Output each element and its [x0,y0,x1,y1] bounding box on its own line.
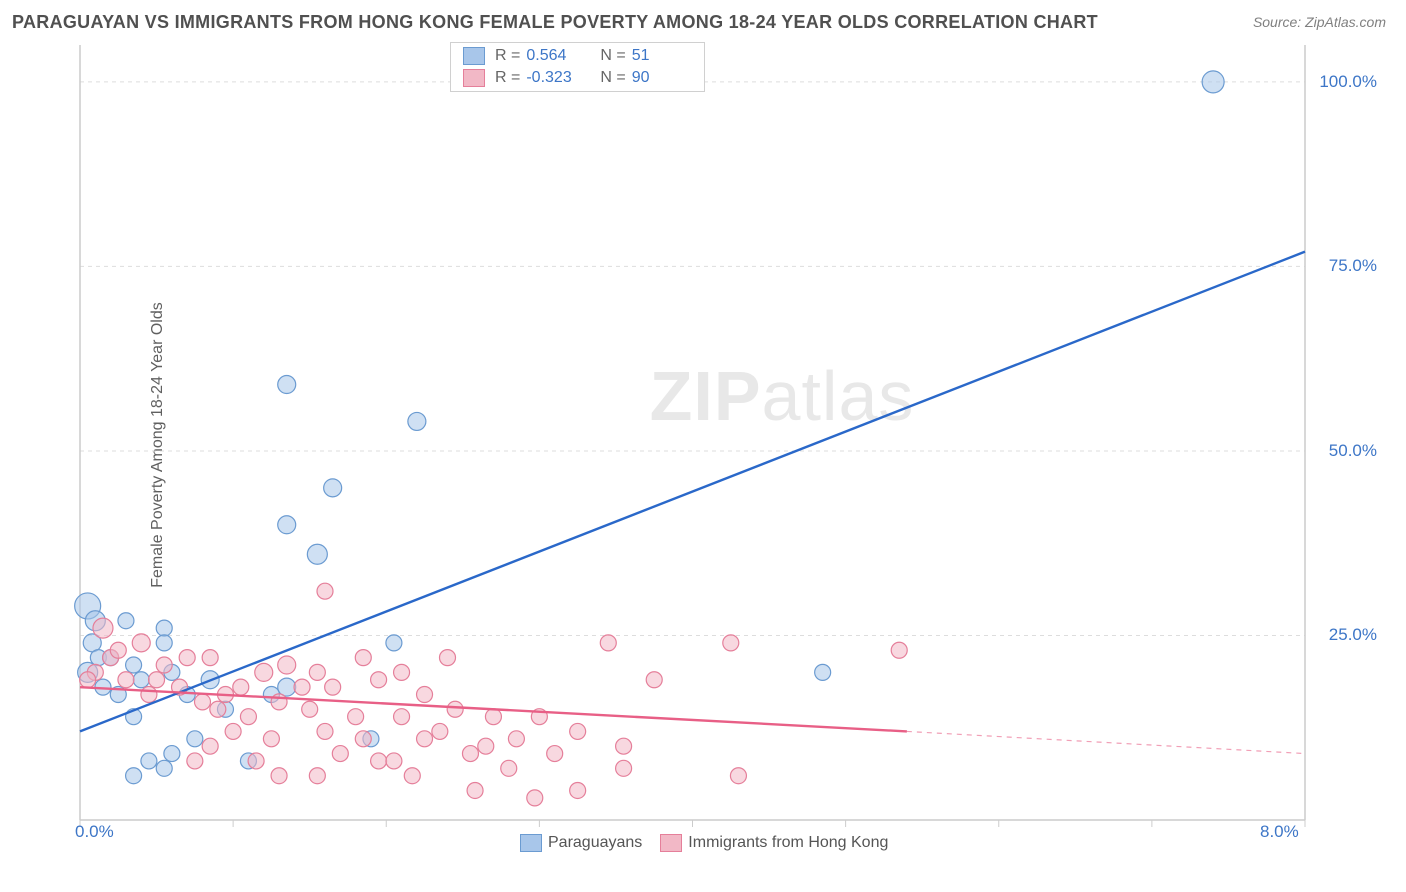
chart-svg [65,40,1385,850]
source-attribution: Source: ZipAtlas.com [1253,14,1386,30]
legend-item-1: Paraguayans [520,834,642,852]
r-label: R = [495,47,520,65]
n-label: N = [600,47,625,65]
legend-item-2: Immigrants from Hong Kong [660,834,888,852]
legend-swatch-2 [660,834,682,852]
n-label: N = [600,69,625,87]
swatch-series-2 [463,69,485,87]
n-value-2: 90 [632,69,692,87]
r-label: R = [495,69,520,87]
correlation-stats-box: R = 0.564 N = 51 R = -0.323 N = 90 [450,42,705,92]
legend-label-2: Immigrants from Hong Kong [688,834,888,851]
r-value-2: -0.323 [526,69,586,87]
stat-row-series-1: R = 0.564 N = 51 [451,45,704,67]
y-tick-label: 50.0% [1329,441,1377,461]
legend-label-1: Paraguayans [548,834,642,851]
swatch-series-1 [463,47,485,65]
plot-container: Female Poverty Among 18-24 Year Olds ZIP… [45,40,1385,850]
x-tick-label: 8.0% [1260,822,1299,842]
stat-row-series-2: R = -0.323 N = 90 [451,67,704,89]
y-tick-label: 100.0% [1319,72,1377,92]
y-tick-label: 25.0% [1329,625,1377,645]
bottom-legend: Paraguayans Immigrants from Hong Kong [520,834,888,852]
r-value-1: 0.564 [526,47,586,65]
chart-title: PARAGUAYAN VS IMMIGRANTS FROM HONG KONG … [12,12,1098,33]
x-tick-label: 0.0% [75,822,114,842]
y-tick-label: 75.0% [1329,256,1377,276]
legend-swatch-1 [520,834,542,852]
n-value-1: 51 [632,47,692,65]
